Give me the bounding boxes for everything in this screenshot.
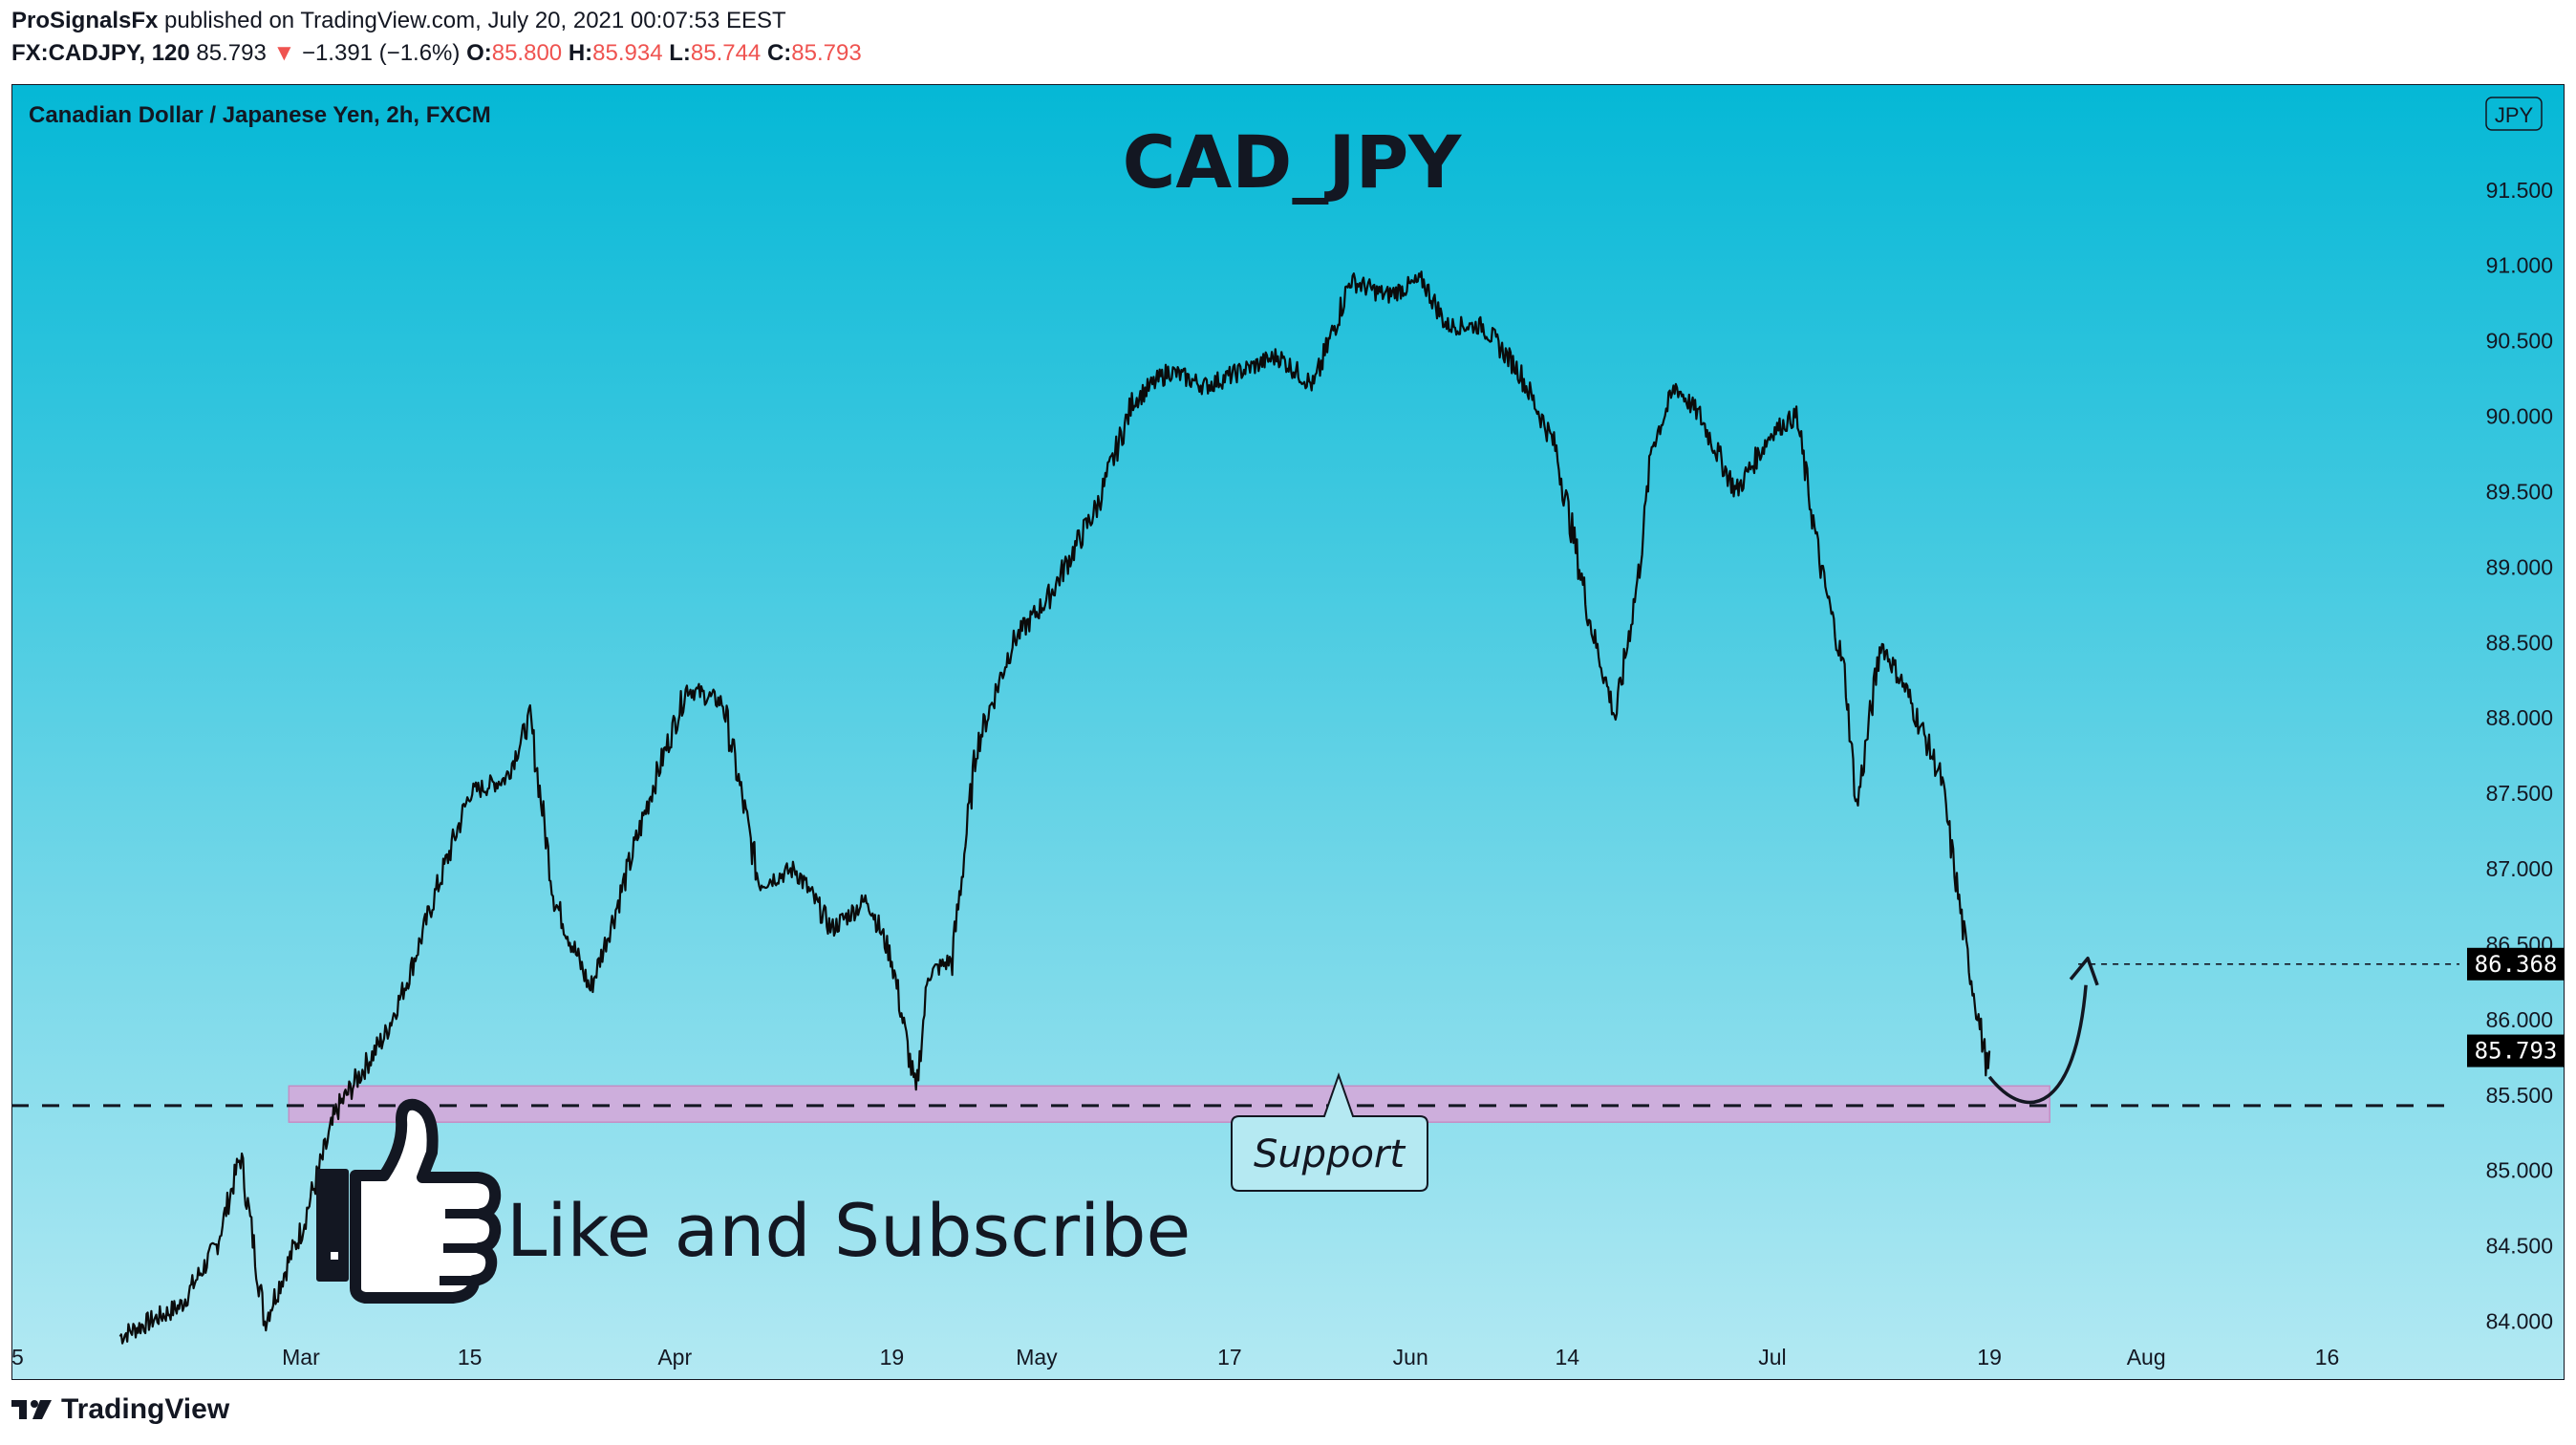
x-tick-label: 16 [2315, 1345, 2340, 1370]
y-tick-label: 91.000 [2486, 253, 2553, 278]
symbol-label: FX:CADJPY, 120 [11, 40, 190, 66]
x-tick-label: Apr [657, 1345, 692, 1370]
projection-arrowhead [2069, 957, 2099, 986]
x-tick-label: 19 [1977, 1345, 2002, 1370]
x-tick-label: Jun [1393, 1345, 1428, 1370]
support-zone [288, 1085, 2050, 1123]
tradingview-logo-icon [11, 1400, 52, 1419]
x-tick-label: May [1016, 1345, 1058, 1370]
tradingview-logo[interactable]: TradingView [11, 1393, 229, 1426]
publish-text: published on TradingView.com, July 20, 2… [158, 8, 786, 33]
ohlc-bar: FX:CADJPY, 120 85.793 ▼ −1.391 (−1.6%) O… [11, 40, 862, 67]
y-tick-label: 90.500 [2486, 329, 2553, 354]
high-label: H: [568, 40, 593, 66]
low-value: 85.744 [690, 40, 762, 66]
price-chart[interactable]: Canadian Dollar / Japanese Yen, 2h, FXCM… [11, 84, 2565, 1380]
y-tick-label: 90.000 [2486, 404, 2553, 429]
y-tick-label: 87.500 [2486, 781, 2553, 806]
thumbs-up-icon [316, 1098, 502, 1304]
y-tick-label: 85.500 [2486, 1083, 2553, 1108]
x-tick-label: Aug [2127, 1345, 2166, 1370]
last-price: 85.793 [196, 40, 267, 66]
y-tick-label: 91.500 [2486, 178, 2553, 203]
current-price-tag: 85.793 [2467, 1034, 2565, 1068]
x-tick-label: Mar [282, 1345, 320, 1370]
current-price-tag-box [2467, 1034, 2565, 1068]
high-value: 85.934 [592, 40, 663, 66]
open-label: O: [466, 40, 492, 66]
support-callout: Support [1231, 1071, 1428, 1192]
y-tick-label: 89.000 [2486, 554, 2553, 579]
y-tick-label: 85.000 [2486, 1158, 2553, 1183]
currency-badge-label: JPY [2495, 103, 2534, 127]
y-tick-label: 86.000 [2486, 1007, 2553, 1032]
close-label: C: [766, 40, 792, 66]
price-series-line [118, 270, 1991, 1345]
x-tick-label: 17 [1217, 1345, 1242, 1370]
brand-name: TradingView [61, 1393, 230, 1425]
y-tick-label: 88.500 [2486, 630, 2553, 655]
projection-arrow [1987, 984, 2088, 1105]
open-value: 85.800 [491, 40, 563, 66]
y-tick-label: 87.000 [2486, 856, 2553, 881]
target-price-tag-box [2467, 947, 2565, 981]
target-price-tag: 86.368 [2467, 947, 2565, 981]
x-tick-label: 14 [1556, 1345, 1580, 1370]
y-tick-label: 84.000 [2486, 1309, 2553, 1334]
target-price-tag-label: 86.368 [2475, 951, 2558, 978]
price-change: −1.391 (−1.6%) [301, 40, 461, 66]
x-tick-label: 19 [880, 1345, 905, 1370]
promo-text: Like and Subscribe [506, 1188, 1191, 1273]
y-tick-label: 89.500 [2486, 479, 2553, 504]
close-value: 85.793 [791, 40, 862, 66]
chart-title: CAD_JPY [1123, 119, 1463, 205]
x-tick-label: 15 [458, 1345, 483, 1370]
low-label: L: [669, 40, 691, 66]
instrument-label: Canadian Dollar / Japanese Yen, 2h, FXCM [29, 102, 491, 128]
support-label: Support [1254, 1132, 1406, 1176]
current-price-tag-label: 85.793 [2475, 1038, 2558, 1065]
y-tick-label: 88.000 [2486, 705, 2553, 730]
publish-info: ProSignalsFx published on TradingView.co… [11, 8, 786, 34]
x-tick-label: Jul [1758, 1345, 1786, 1370]
y-tick-label: 84.500 [2486, 1234, 2553, 1259]
x-tick-label: 5 [11, 1345, 24, 1370]
author-name[interactable]: ProSignalsFx [11, 8, 159, 33]
down-arrow-icon: ▼ [272, 40, 296, 66]
currency-badge[interactable]: JPY [2485, 97, 2543, 131]
